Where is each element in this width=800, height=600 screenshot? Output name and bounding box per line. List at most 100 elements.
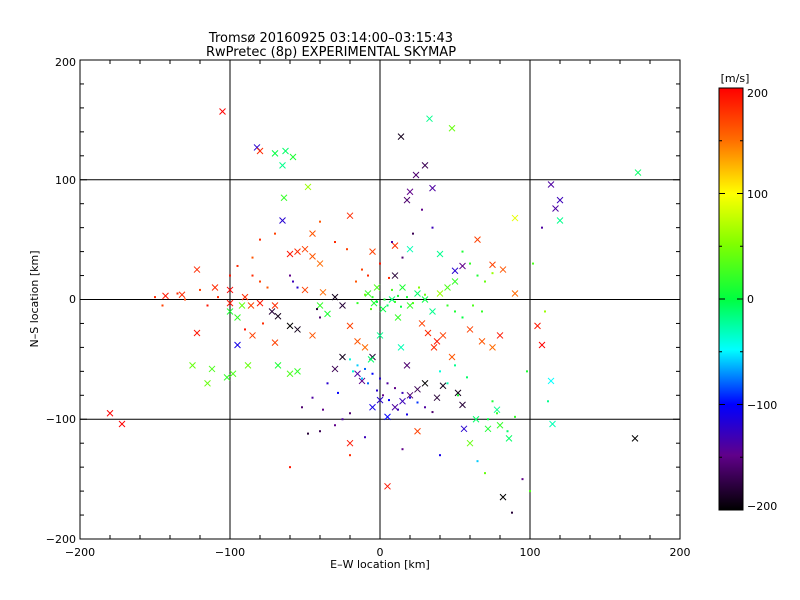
data-point-cross: [474, 236, 481, 243]
data-point-dot: [334, 241, 336, 244]
cross-stroke: [429, 308, 436, 315]
cross-stroke: [421, 379, 429, 387]
cross-stroke: [286, 370, 294, 378]
data-point-dot: [379, 262, 381, 265]
y-tick-label: 200: [55, 56, 76, 69]
data-point-dot: [161, 304, 164, 307]
data-point-dot: [386, 382, 389, 385]
cross-stroke: [412, 171, 420, 179]
data-point-cross: [354, 370, 361, 378]
data-point-cross: [256, 147, 264, 155]
data-point-cross: [294, 326, 301, 333]
data-point-cross: [499, 266, 507, 273]
cross-stroke: [466, 326, 474, 333]
data-point-cross: [244, 362, 252, 369]
data-point-cross: [280, 194, 288, 202]
data-point-dot: [484, 472, 486, 475]
cross-stroke: [369, 403, 376, 411]
data-point-dot: [457, 394, 459, 397]
cross-stroke: [331, 293, 339, 301]
data-point-dot: [367, 274, 369, 277]
cross-stroke: [319, 288, 327, 296]
data-point-dot: [388, 276, 390, 279]
data-point-cross: [549, 420, 556, 428]
data-point-cross: [271, 302, 279, 309]
cross-stroke: [369, 248, 376, 255]
data-point-cross: [193, 266, 201, 273]
data-point-cross: [367, 356, 375, 363]
cross-stroke: [459, 401, 466, 409]
data-point-cross: [399, 397, 406, 405]
cross-stroke: [511, 214, 519, 222]
cross-stroke: [406, 391, 414, 399]
data-point-dot: [361, 377, 363, 380]
cross-stroke: [474, 236, 481, 243]
data-point-cross: [489, 344, 496, 351]
data-point-cross: [631, 435, 639, 442]
data-point-cross: [448, 353, 456, 361]
data-point-cross: [406, 188, 414, 196]
data-point-cross: [430, 344, 438, 351]
data-point-cross: [247, 302, 255, 309]
data-point-cross: [414, 427, 421, 435]
cross-stroke: [379, 305, 387, 313]
cross-stroke: [499, 266, 507, 273]
cross-stroke: [496, 421, 504, 429]
cross-stroke: [552, 205, 559, 212]
data-point-dot: [376, 300, 378, 303]
data-point-dot: [367, 382, 369, 385]
data-point-dot: [412, 302, 414, 305]
cross-stroke: [478, 338, 486, 345]
cross-stroke: [376, 332, 384, 339]
data-point-cross: [376, 332, 384, 339]
cross-stroke: [444, 284, 451, 291]
data-point-cross: [294, 248, 301, 255]
data-point-dot: [217, 296, 219, 299]
data-point-dot: [424, 293, 426, 296]
cross-stroke: [354, 370, 361, 378]
cross-stroke: [226, 308, 234, 315]
data-point-dot: [454, 364, 456, 367]
data-point-dot: [532, 262, 534, 265]
cross-stroke: [418, 320, 426, 327]
data-point-dot: [491, 400, 494, 403]
data-point-dot: [371, 296, 374, 299]
data-point-cross: [556, 196, 564, 204]
data-point-cross: [369, 403, 376, 411]
data-point-dot: [418, 286, 420, 289]
data-point-dot: [401, 256, 404, 259]
data-point-dot: [544, 310, 546, 313]
cross-stroke: [339, 353, 346, 361]
data-point-dot: [466, 376, 468, 379]
data-point-dot: [487, 418, 489, 421]
data-point-cross: [634, 169, 642, 176]
data-point-cross: [496, 421, 504, 429]
data-point-cross: [397, 133, 405, 140]
data-point-cross: [436, 290, 444, 297]
data-point-dot: [355, 280, 357, 283]
cross-stroke: [421, 162, 429, 169]
cross-stroke: [253, 144, 261, 151]
data-point-cross: [256, 299, 264, 307]
data-point-cross: [286, 370, 294, 378]
y-tick-label: 100: [55, 174, 76, 187]
data-point-dot: [371, 372, 374, 375]
cross-stroke: [304, 183, 312, 191]
cross-stroke: [451, 267, 459, 275]
cross-stroke: [204, 379, 211, 387]
cross-stroke: [324, 310, 331, 318]
cross-stroke: [238, 302, 246, 309]
data-point-cross: [238, 302, 246, 309]
data-point-dot: [184, 298, 186, 301]
cross-stroke: [234, 341, 241, 349]
data-point-cross: [331, 365, 339, 373]
data-point-cross: [466, 439, 474, 447]
data-point-cross: [106, 409, 114, 417]
data-point-cross: [271, 339, 279, 346]
data-point-cross: [451, 278, 459, 285]
colorbar-tick-label: 0: [747, 293, 754, 306]
data-point-dot: [352, 370, 354, 373]
data-point-cross: [279, 217, 286, 224]
data-point-cross: [460, 425, 468, 433]
cross-stroke: [274, 362, 282, 369]
